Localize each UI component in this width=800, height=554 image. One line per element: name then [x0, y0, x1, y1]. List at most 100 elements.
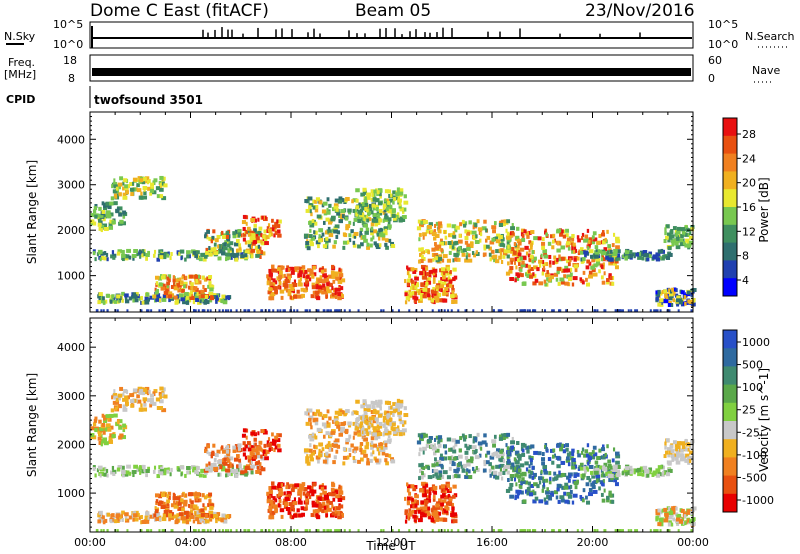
velocity-cell	[680, 508, 685, 513]
velocity-cell	[675, 460, 681, 465]
velocity-cell	[121, 517, 124, 522]
velocity-cell	[670, 522, 674, 527]
power-cell	[598, 233, 602, 238]
power-cell	[688, 240, 693, 245]
power-cell	[387, 200, 391, 205]
velocity-cell	[253, 437, 257, 442]
velocity-cell	[435, 505, 439, 510]
power-cell	[334, 293, 338, 298]
velocity-cell	[317, 496, 323, 501]
power-cell	[500, 219, 504, 224]
velocity-cell	[189, 492, 194, 497]
power-cell	[334, 224, 340, 229]
power-cell	[348, 233, 352, 238]
power-cell	[375, 198, 380, 203]
velocity-cell	[436, 511, 439, 516]
power-cell	[509, 257, 515, 262]
power-cell	[124, 295, 128, 300]
power-cell	[146, 309, 149, 313]
velocity-cell	[166, 501, 169, 506]
power-cell	[129, 182, 135, 187]
velocity-cell	[125, 470, 130, 475]
power-cell	[451, 290, 455, 295]
power-cell	[377, 201, 383, 206]
velocity-cell	[305, 494, 308, 499]
velocity-cell	[161, 392, 165, 397]
power-cell	[466, 246, 471, 251]
power-cell	[613, 248, 618, 253]
power-cell	[672, 298, 676, 303]
velocity-cell	[286, 482, 290, 487]
power-cell	[669, 230, 674, 235]
velocity-cell	[220, 518, 224, 523]
velocity-cell	[427, 498, 432, 503]
velocity-cell	[352, 435, 355, 440]
power-cell	[634, 309, 637, 313]
velocity-cell	[379, 406, 382, 411]
power-cell	[435, 298, 440, 303]
velocity-cell	[605, 472, 609, 477]
power-cell	[190, 285, 194, 290]
power-cell	[493, 258, 497, 263]
velocity-cell	[450, 512, 455, 517]
power-cell	[158, 309, 161, 313]
power-cell	[331, 274, 337, 279]
velocity-cell	[514, 460, 520, 465]
power-cell	[322, 244, 327, 249]
velocity-cell	[385, 461, 389, 466]
power-cell	[570, 267, 573, 272]
velocity-cell	[493, 434, 497, 439]
power-cell	[180, 297, 185, 302]
velocity-cell	[452, 512, 458, 517]
power-cell	[665, 255, 671, 260]
velocity-cell	[506, 432, 511, 437]
power-cell	[404, 300, 408, 305]
power-cell	[690, 309, 693, 313]
power-cell	[279, 270, 283, 275]
power-cell	[203, 309, 206, 313]
power-cell	[446, 223, 452, 228]
power-cell	[357, 244, 361, 249]
power-cell	[426, 277, 431, 282]
velocity-cell	[681, 445, 686, 450]
velocity-cell	[309, 437, 315, 442]
velocity-cell	[365, 428, 369, 433]
velocity-cell	[534, 496, 539, 501]
velocity-cell	[383, 440, 388, 445]
velocity-cell	[667, 453, 671, 458]
velocity-cell	[567, 478, 571, 483]
power-cell	[476, 219, 480, 224]
velocity-cell	[483, 433, 487, 438]
power-cell	[688, 299, 694, 304]
velocity-cell	[448, 447, 453, 452]
velocity-cell	[409, 510, 413, 515]
power-cell	[426, 288, 431, 293]
velocity-cell	[491, 439, 497, 444]
power-cell	[641, 256, 645, 261]
velocity-cell	[280, 514, 284, 519]
velocity-cell	[673, 505, 677, 510]
velocity-cell	[389, 417, 393, 422]
power-cell	[680, 234, 684, 239]
power-cell	[143, 251, 146, 256]
power-cell	[581, 280, 585, 285]
power-cell	[365, 195, 371, 200]
velocity-cell	[538, 480, 542, 485]
power-cell	[590, 240, 596, 245]
velocity-cell	[392, 402, 397, 407]
velocity-cell	[112, 469, 117, 474]
velocity-cell	[688, 455, 693, 460]
power-cell	[176, 250, 180, 255]
power-cell	[396, 212, 400, 217]
power-cell	[529, 266, 534, 271]
velocity-cell	[162, 513, 168, 518]
power-cell	[224, 309, 227, 313]
power-cell	[691, 287, 697, 292]
power-cell	[255, 234, 259, 239]
velocity-cell	[560, 498, 565, 503]
velocity-cell	[335, 529, 338, 533]
velocity-cell	[674, 512, 679, 517]
power-cell	[99, 213, 104, 218]
velocity-cell	[560, 460, 566, 465]
power-cell	[508, 269, 513, 274]
